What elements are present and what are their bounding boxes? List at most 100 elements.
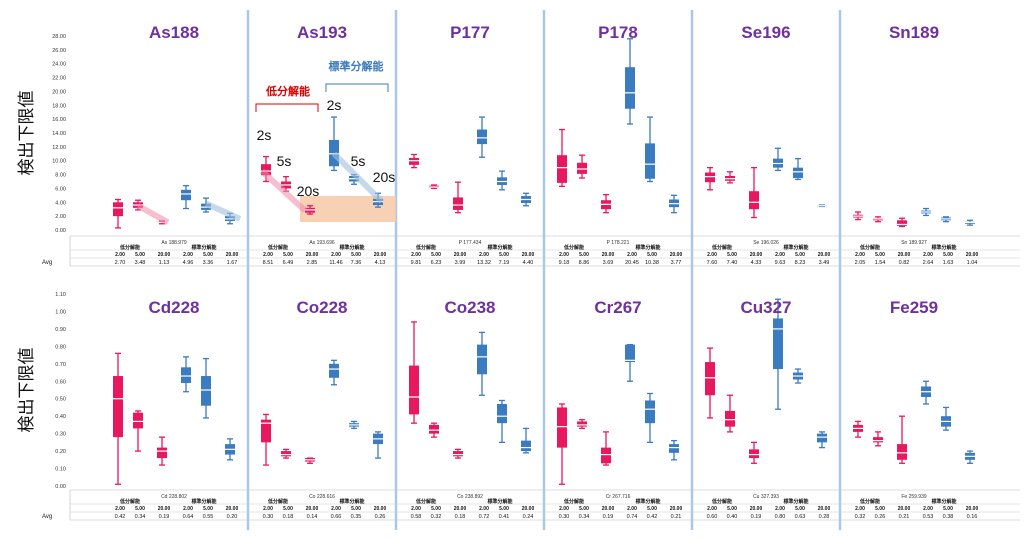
box-iqr (261, 164, 271, 176)
table-group-low: 低分解能 (859, 498, 880, 505)
integration-time-cell: 20.00 (966, 252, 979, 258)
avg-value-cell: 1.13 (159, 260, 170, 266)
integration-time-cell: 5.00 (875, 252, 885, 258)
y-tick-label: 4.00 (55, 200, 66, 206)
avg-value-cell: 9.81 (411, 260, 422, 266)
integration-time-cell: 2.00 (411, 506, 421, 512)
avg-value-cell: 1.54 (875, 260, 886, 266)
trend-line-std (204, 200, 242, 222)
panel-title: Sn189 (889, 23, 939, 42)
avg-value-cell: 0.32 (431, 514, 442, 520)
table-group-std: 標準分解能 (487, 244, 512, 251)
integration-time-cell: 5.00 (579, 252, 589, 258)
integration-time-cell: 2.00 (855, 252, 865, 258)
integration-time-cell: 5.00 (283, 506, 293, 512)
table-group-std: 標準分解能 (931, 498, 956, 505)
integration-time-cell: 20.00 (750, 506, 763, 512)
avg-value-cell: 3.99 (455, 260, 466, 266)
integration-time-cell: 2.00 (411, 252, 421, 258)
y-tick-label: 18.00 (52, 103, 66, 109)
avg-value-cell: 0.28 (819, 514, 830, 520)
avg-value-cell: 8.51 (263, 260, 274, 266)
box-iqr (409, 365, 419, 415)
avg-row-label: Avg (42, 514, 52, 520)
integration-time-cell: 20.00 (750, 252, 763, 258)
box-iqr (873, 437, 883, 443)
integration-time-cell: 20.00 (374, 506, 387, 512)
integration-time-cell: 20.00 (818, 252, 831, 258)
box-iqr (201, 376, 211, 406)
integration-time-cell: 2.00 (559, 252, 569, 258)
integration-time-cell: 20.00 (522, 252, 535, 258)
annotation-std-time: 5s (351, 153, 366, 169)
table-group-std: 標準分解能 (783, 498, 808, 505)
background-layer (69, 10, 1020, 530)
integration-time-cell: 20.00 (374, 252, 387, 258)
avg-value-cell: 2.85 (307, 260, 318, 266)
avg-value-cell: 2.64 (923, 260, 934, 266)
integration-time-cell: 2.00 (627, 252, 637, 258)
avg-value-cell: 2.70 (115, 260, 126, 266)
integration-time-cell: 5.00 (499, 506, 509, 512)
avg-value-cell: 0.19 (603, 514, 614, 520)
integration-time-cell: 2.00 (923, 252, 933, 258)
avg-value-cell: 20.45 (625, 260, 639, 266)
avg-value-cell: 6.23 (431, 260, 442, 266)
y-axis-label: 検出下限値 (17, 348, 37, 433)
y-tick-label: 14.00 (52, 131, 66, 137)
panel-title: Co228 (296, 298, 347, 317)
integration-time-cell: 20.00 (454, 252, 467, 258)
annotation-low-time: 2s (257, 127, 272, 143)
y-tick-label: 0.20 (55, 449, 66, 455)
y-axis-label: 検出下限値 (17, 91, 37, 176)
integration-time-cell: 2.00 (627, 506, 637, 512)
avg-value-cell: 0.42 (647, 514, 658, 520)
avg-value-cell: 0.55 (203, 514, 214, 520)
integration-time-cell: 5.00 (795, 252, 805, 258)
avg-value-cell: 0.82 (899, 260, 910, 266)
table-group-std: 標準分解能 (487, 498, 512, 505)
integration-time-cell: 20.00 (522, 506, 535, 512)
box-iqr (409, 157, 419, 165)
element-sublabel: As 193.696 (309, 240, 335, 246)
y-tick-label: 0.10 (55, 467, 66, 473)
avg-value-cell: 0.53 (923, 514, 934, 520)
integration-time-cell: 20.00 (158, 252, 171, 258)
element-sublabel: Co 228.616 (309, 494, 335, 500)
integration-time-cell: 5.00 (431, 252, 441, 258)
y-tick-label: 12.00 (52, 145, 66, 151)
avg-value-cell: 0.38 (943, 514, 954, 520)
box-iqr (669, 444, 679, 453)
y-tick-label: 0.60 (55, 379, 66, 385)
table-group-std: 標準分解能 (783, 244, 808, 251)
box-iqr (113, 376, 123, 438)
integration-time-cell: 5.00 (727, 506, 737, 512)
box-iqr (497, 403, 507, 424)
avg-value-cell: 4.96 (183, 260, 194, 266)
y-tick-label: 10.00 (52, 159, 66, 165)
integration-time-cell: 5.00 (203, 506, 213, 512)
box-iqr (749, 449, 759, 459)
y-tick-label: 0.40 (55, 414, 66, 420)
panel-title: Cu327 (740, 298, 791, 317)
integration-time-cell: 20.00 (670, 506, 683, 512)
integration-time-cell: 5.00 (135, 252, 145, 258)
table-group-low: 低分解能 (711, 498, 732, 505)
y-tick-label: 28.00 (52, 34, 66, 40)
avg-value-cell: 13.32 (477, 260, 491, 266)
integration-time-cell: 20.00 (966, 506, 979, 512)
integration-time-cell: 2.00 (923, 506, 933, 512)
integration-time-cell: 5.00 (727, 252, 737, 258)
element-sublabel: Se 196.026 (753, 240, 779, 246)
integration-time-cell: 2.00 (707, 252, 717, 258)
avg-value-cell: 3.69 (603, 260, 614, 266)
panel-title: As193 (297, 23, 347, 42)
avg-value-cell: 0.40 (727, 514, 738, 520)
annotation-low-time: 5s (277, 153, 292, 169)
box-iqr (113, 202, 123, 217)
table-group-low: 低分解能 (415, 244, 436, 251)
avg-value-cell: 11.46 (329, 260, 342, 266)
integration-time-cell: 2.00 (183, 506, 193, 512)
table-group-std: 標準分解能 (191, 498, 216, 505)
